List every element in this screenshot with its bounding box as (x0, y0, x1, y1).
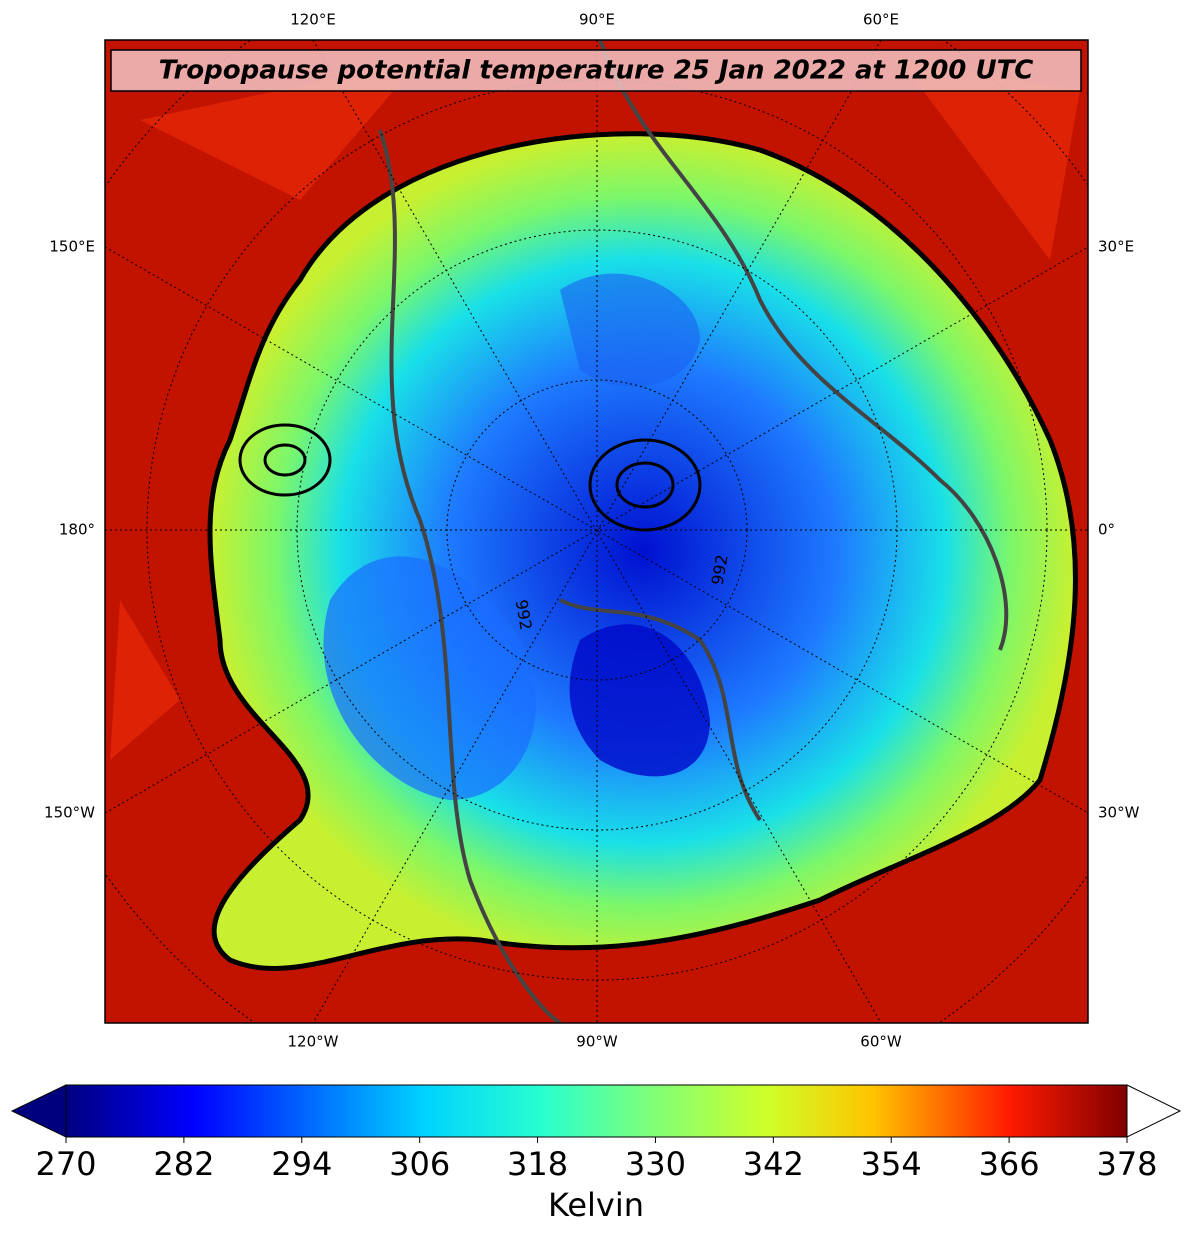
coastlines (378, 40, 1009, 1023)
colorbar-tick-label: 366 (979, 1145, 1040, 1183)
colorbar-body (65, 1084, 1128, 1138)
colorbar-tick-label: 330 (625, 1145, 686, 1183)
map-field: 992 992 (105, 40, 1088, 1023)
colorbar-extend-low (10, 1084, 67, 1138)
lon-label: 90°E (579, 11, 615, 29)
colorbar-tick-label: 270 (35, 1145, 96, 1183)
colorbar-tick-label: 318 (507, 1145, 568, 1183)
lon-label: 120°W (288, 1033, 339, 1051)
colorbar-extend-high (1126, 1084, 1182, 1138)
lon-label: 60°E (863, 11, 899, 29)
colorbar-label: Kelvin (548, 1186, 644, 1224)
colorbar-tick-label: 342 (743, 1145, 804, 1183)
lon-label: 30°E (1098, 238, 1134, 256)
lon-label: 120°E (290, 11, 336, 29)
title-box (110, 49, 1082, 92)
lon-label: 180° (59, 521, 95, 539)
lon-label: 60°W (860, 1033, 902, 1051)
colorbar-tick-label: 306 (389, 1145, 450, 1183)
map-labels: 120°E 90°E 60°E 120°W 90°W 60°W 150°E 18… (44, 11, 1140, 1051)
title: Tropopause potential temperature 25 Jan … (159, 56, 1034, 86)
lon-label: 0° (1098, 521, 1115, 539)
colorbar-tick-label: 282 (153, 1145, 214, 1183)
lon-label: 150°W (44, 804, 95, 822)
lon-label: 90°W (576, 1033, 618, 1051)
lon-label: 30°W (1098, 804, 1140, 822)
map-frame (104, 39, 1089, 1024)
lon-label: 150°E (49, 238, 95, 256)
colorbar-tick-label: 354 (861, 1145, 922, 1183)
colorbar (10, 1084, 1182, 1138)
colorbar-tick-label: 294 (271, 1145, 332, 1183)
colorbar-tick-label: 378 (1096, 1145, 1157, 1183)
